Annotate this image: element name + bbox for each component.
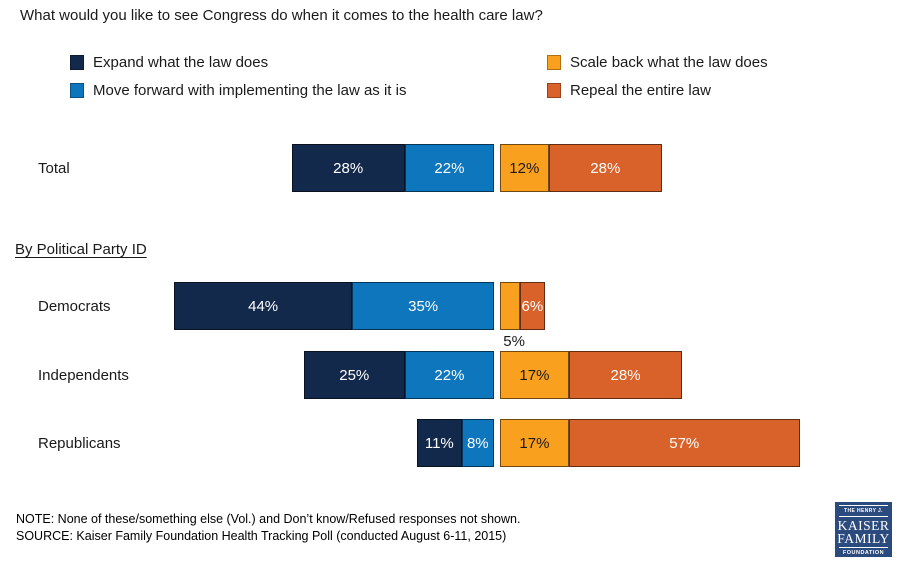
- bar-row-label: Republicans: [38, 434, 121, 452]
- bar-segment: 44%: [174, 282, 353, 330]
- bar-segment: 17%: [500, 351, 569, 399]
- bar-segment: 25%: [303, 351, 405, 399]
- bar-segment: 28%: [548, 144, 662, 192]
- legend-item-label: Expand what the law does: [93, 54, 269, 71]
- source-text: SOURCE: Kaiser Family Foundation Health …: [16, 529, 507, 543]
- legend-item-label: Repeal the entire law: [570, 82, 711, 99]
- bar-segment: 28%: [568, 351, 683, 399]
- bar-segment: [500, 282, 521, 330]
- note-text: NOTE: None of these/something else (Vol.…: [16, 512, 521, 526]
- bar-segment: 35%: [352, 282, 494, 330]
- bar-segment: 11%: [417, 419, 462, 467]
- legend-item-label: Move forward with implementing the law a…: [93, 82, 407, 99]
- logo-line-family: FAMILY: [837, 530, 890, 546]
- bar-segment: 12%: [500, 144, 549, 192]
- legend-swatch: [547, 83, 561, 98]
- outside-value-label: 5%: [503, 333, 525, 350]
- legend-item: Expand what the law does: [70, 54, 268, 71]
- legend-item-label: Scale back what the law does: [570, 54, 768, 71]
- bar-segment: 22%: [404, 144, 494, 192]
- legend-swatch: [70, 55, 84, 70]
- bar-row-label: Democrats: [38, 297, 111, 315]
- legend-item: Repeal the entire law: [547, 82, 711, 99]
- logo-line-kaiser: KAISER: [837, 517, 890, 533]
- legend-item: Move forward with implementing the law a…: [70, 82, 406, 99]
- legend-swatch: [70, 83, 84, 98]
- section-heading: By Political Party ID: [15, 241, 147, 258]
- logo-line-henry: THE HENRY J.: [839, 505, 888, 517]
- bar-row-label: Total: [38, 159, 70, 177]
- bar-segment: 22%: [404, 351, 494, 399]
- chart-title: What would you like to see Congress do w…: [20, 7, 543, 24]
- bar-segment: 28%: [291, 144, 405, 192]
- bar-segment: 6%: [520, 282, 545, 330]
- bar-segment: 57%: [568, 419, 800, 467]
- legend-item: Scale back what the law does: [547, 54, 768, 71]
- bar-segment: 17%: [500, 419, 569, 467]
- logo-line-foundation: FOUNDATION: [839, 546, 888, 556]
- kff-logo: THE HENRY J. KAISER FAMILY FOUNDATION: [835, 502, 892, 557]
- bar-row-label: Independents: [38, 366, 129, 384]
- bar-segment: 8%: [461, 419, 494, 467]
- legend-swatch: [547, 55, 561, 70]
